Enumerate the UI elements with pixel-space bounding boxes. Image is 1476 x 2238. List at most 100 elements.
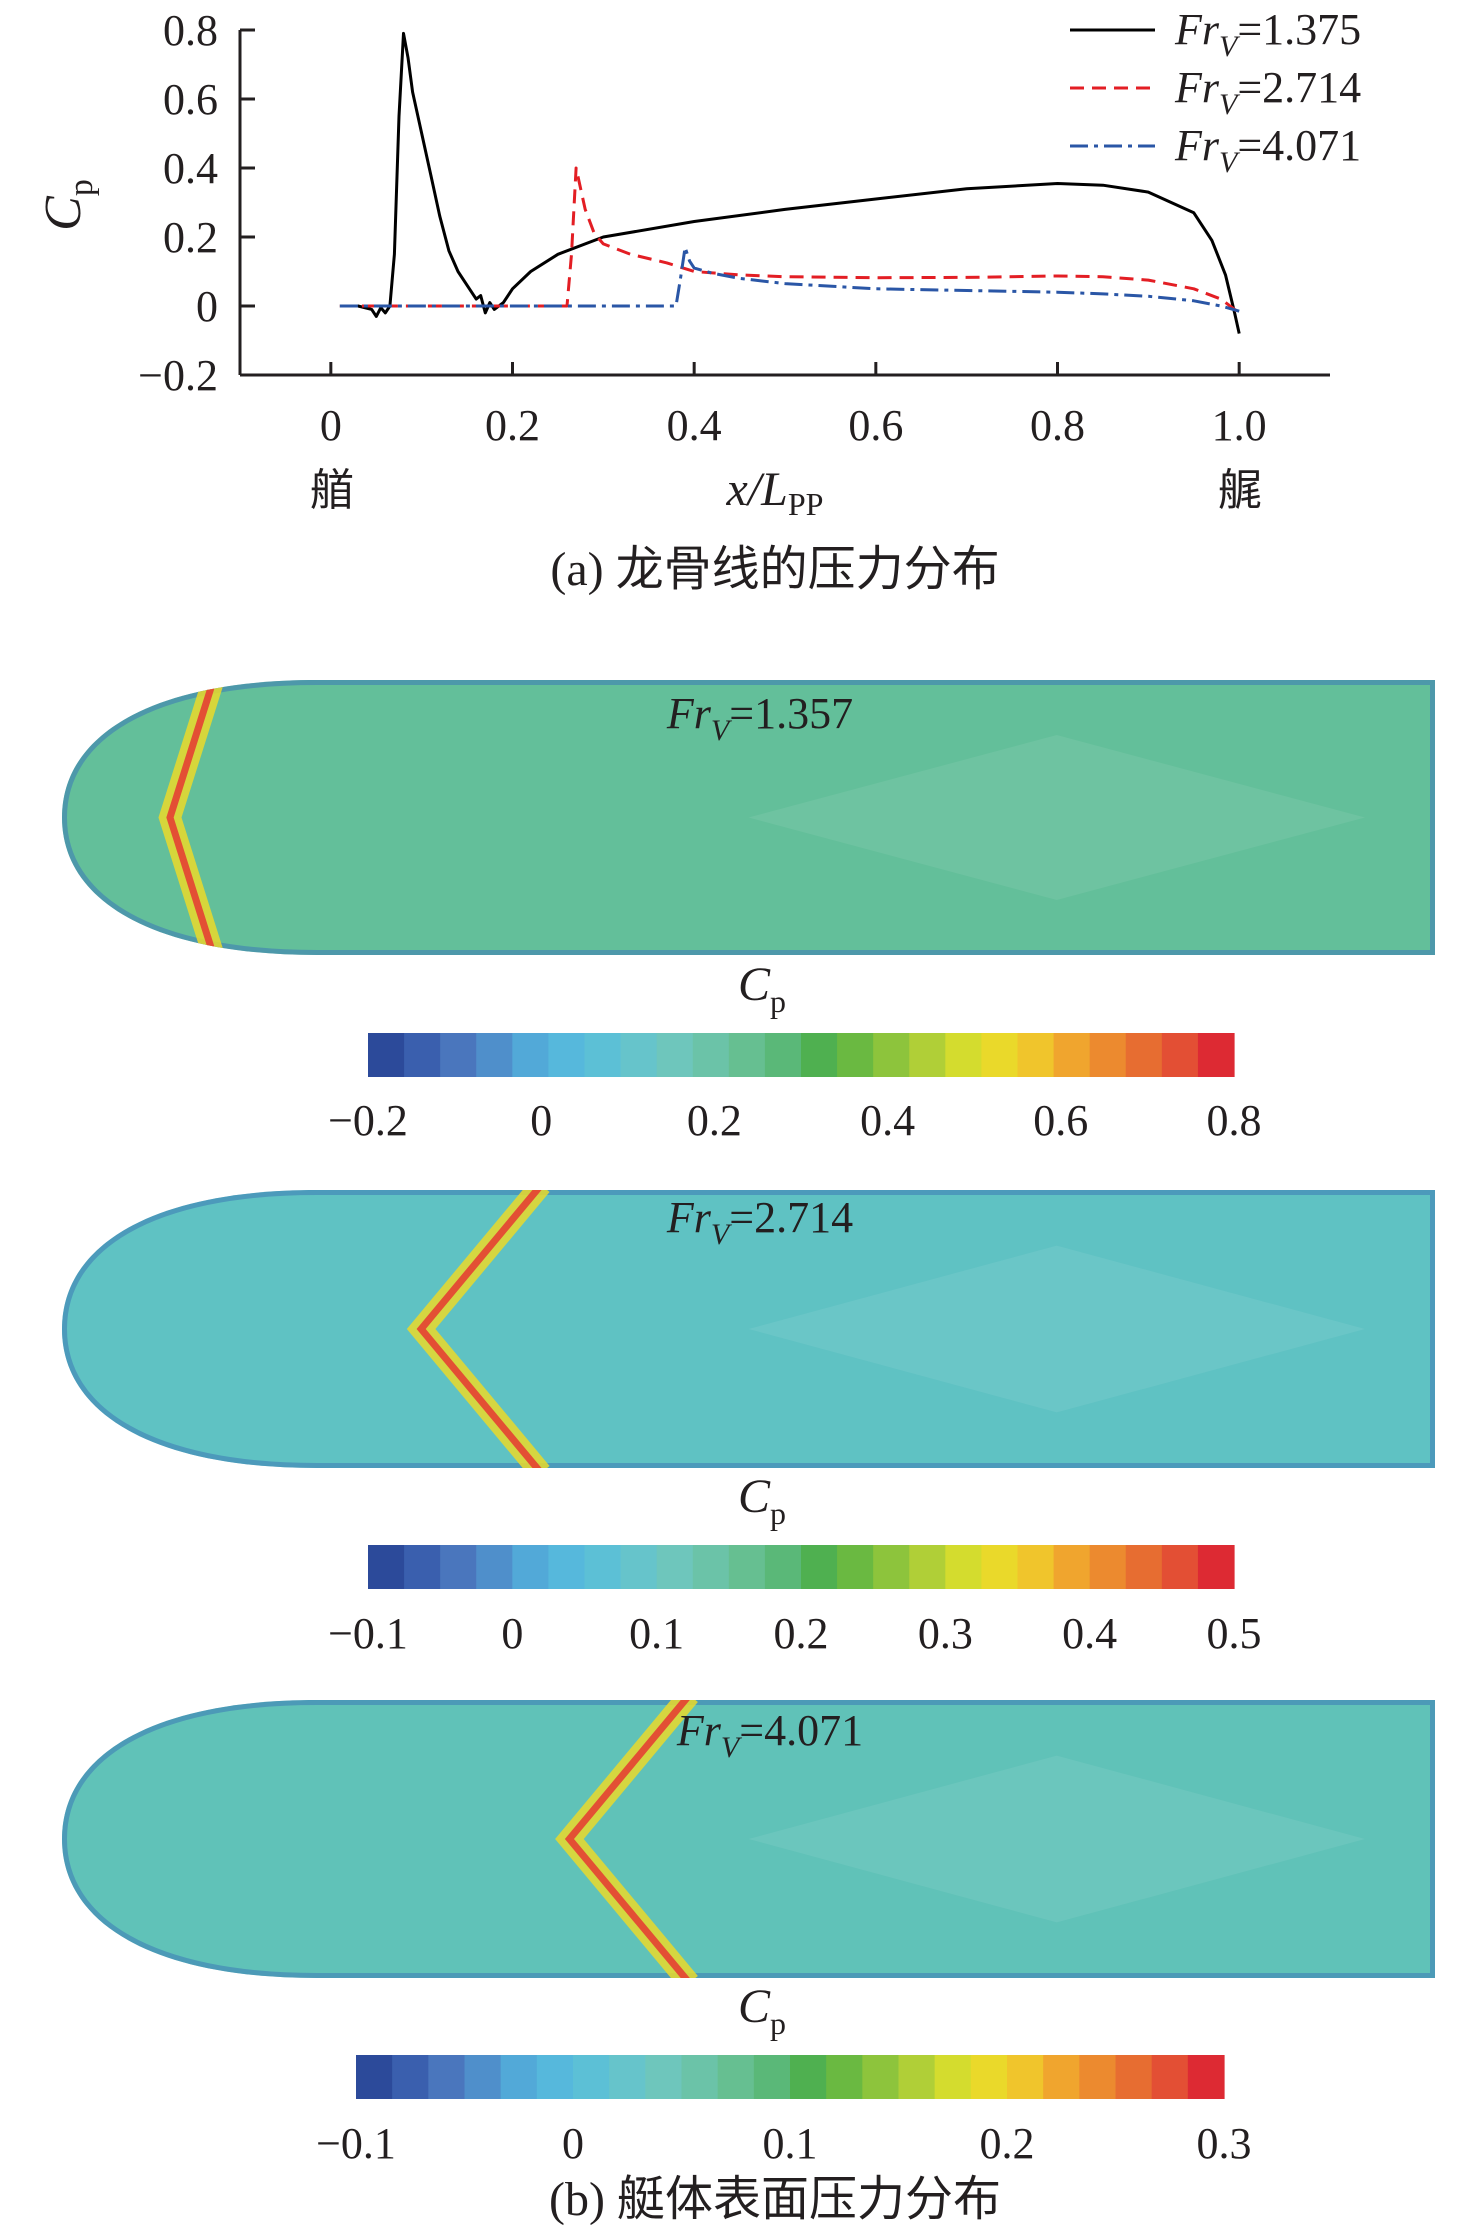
bow-label: 艏 bbox=[310, 466, 354, 515]
hull-edge bbox=[62, 680, 1435, 955]
colorbar-swatch bbox=[368, 1033, 405, 1077]
colorbar-tick-label: 0.3 bbox=[918, 1609, 973, 1658]
colorbar-swatch bbox=[934, 2055, 972, 2099]
colorbar-swatch bbox=[981, 1033, 1019, 1077]
colorbar-swatch bbox=[801, 1033, 838, 1077]
colorbar-swatch bbox=[392, 2055, 429, 2099]
colorbar-swatch bbox=[764, 1033, 802, 1077]
colorbar-swatch bbox=[945, 1545, 983, 1589]
colorbar-tick-label: 0.2 bbox=[980, 2119, 1035, 2168]
colorbar-swatch bbox=[1053, 1545, 1091, 1589]
colorbar-swatch bbox=[681, 2055, 719, 2099]
colorbar-title: Cp bbox=[738, 958, 786, 1019]
colorbar-swatch bbox=[464, 2055, 502, 2099]
contour-band bbox=[748, 1755, 1365, 1923]
colorbar-tick-label: 0.1 bbox=[629, 1609, 684, 1658]
colorbar-swatch bbox=[692, 1545, 730, 1589]
colorbar-tick-label: 0.2 bbox=[774, 1609, 829, 1658]
colorbar-swatch bbox=[1007, 2055, 1044, 2099]
series-line-4071 bbox=[339, 245, 1240, 313]
colorbar-swatch bbox=[898, 2055, 936, 2099]
stern-label: 艉 bbox=[1218, 466, 1262, 515]
colorbar-swatch bbox=[945, 1033, 983, 1077]
x-axis-label: x/LPP bbox=[726, 463, 824, 522]
colorbar-tick-label: 0 bbox=[530, 1096, 552, 1145]
colorbar-swatch bbox=[1115, 2055, 1153, 2099]
colorbar-swatch bbox=[428, 2055, 466, 2099]
colorbar-swatch bbox=[548, 1033, 586, 1077]
colorbar-swatch bbox=[1053, 1033, 1091, 1077]
colorbar-swatch bbox=[1017, 1545, 1055, 1589]
y-tick-label: 0.4 bbox=[163, 144, 218, 193]
contour-band bbox=[748, 735, 1365, 900]
colorbar-tick-label: 0 bbox=[501, 1609, 523, 1658]
caption-a: (a) 龙骨线的压力分布 bbox=[550, 543, 999, 596]
chart-legend: FrV=1.375 FrV=2.714 FrV=4.071 bbox=[1070, 5, 1361, 179]
colorbar-swatch bbox=[790, 2055, 827, 2099]
x-tick-label: 0.6 bbox=[848, 401, 903, 450]
keel-pressure-chart: 0.8 0.6 0.4 0.2 0 −0.2 0 0.2 0.4 0.6 0.8 1.0 Cp x/… bbox=[35, 5, 1361, 596]
colorbar-swatch bbox=[1161, 1545, 1199, 1589]
colorbar-swatch bbox=[1089, 1033, 1127, 1077]
colorbar-swatch bbox=[873, 1545, 910, 1589]
colorbar-swatch bbox=[404, 1545, 441, 1589]
colorbar-swatch bbox=[536, 2055, 574, 2099]
colorbar-swatch bbox=[764, 1545, 802, 1589]
colorbar-swatch bbox=[717, 2055, 755, 2099]
colorbar-swatch bbox=[476, 1033, 513, 1077]
x-tick-label: 1.0 bbox=[1212, 401, 1267, 450]
contour-band bbox=[748, 1245, 1365, 1413]
legend-entry: FrV=2.714 bbox=[1070, 63, 1361, 121]
colorbar-swatch bbox=[584, 1033, 622, 1077]
colorbar-swatch bbox=[753, 2055, 791, 2099]
colorbar: −0.1 0 0.1 0.2 0.3 bbox=[316, 2055, 1252, 2168]
colorbar-swatch bbox=[368, 1545, 405, 1589]
colorbar-swatch bbox=[728, 1033, 766, 1077]
legend-label-4071: FrV=4.071 bbox=[1174, 121, 1361, 179]
colorbar-tick-label: 0.4 bbox=[1062, 1609, 1117, 1658]
colorbar-swatch bbox=[826, 2055, 863, 2099]
hull-surface bbox=[62, 1190, 1435, 1468]
x-tick-label: 0.8 bbox=[1030, 401, 1085, 450]
colorbar-swatch bbox=[1125, 1545, 1163, 1589]
colorbar-swatch bbox=[1125, 1033, 1163, 1077]
panel-label: FrV=1.357 bbox=[666, 689, 853, 747]
y-tick-label: −0.2 bbox=[138, 351, 218, 400]
colorbar-swatch bbox=[1079, 2055, 1117, 2099]
colorbar-swatch bbox=[1089, 1545, 1127, 1589]
colorbar-swatch bbox=[909, 1545, 946, 1589]
hull-fill bbox=[62, 680, 1435, 955]
colorbar-swatch bbox=[656, 1033, 694, 1077]
colorbar-swatch bbox=[476, 1545, 513, 1589]
colorbar-swatch bbox=[500, 2055, 538, 2099]
colorbar-tick-label: 0.3 bbox=[1197, 2119, 1252, 2168]
colorbar-swatch bbox=[512, 1033, 550, 1077]
hull-edge bbox=[62, 1700, 1435, 1978]
colorbar-tick-label: −0.1 bbox=[316, 2119, 396, 2168]
colorbar-swatch bbox=[837, 1033, 874, 1077]
x-tick-label: 0.4 bbox=[667, 401, 722, 450]
legend-entry: FrV=1.375 bbox=[1070, 5, 1361, 63]
shock-wave-core bbox=[564, 1700, 693, 1978]
colorbar-tick-label: 0.8 bbox=[1207, 1096, 1262, 1145]
colorbar-swatch bbox=[728, 1545, 766, 1589]
hull-surface bbox=[62, 1700, 1435, 1978]
x-ticks: 0 0.2 0.4 0.6 0.8 1.0 bbox=[320, 362, 1267, 450]
colorbar-swatch bbox=[584, 1545, 622, 1589]
colorbar-tick-label: 0.4 bbox=[860, 1096, 915, 1145]
hull-contour-panel-1357: FrV=1.357 Cp −0.2 0 0.2 0.4 0.6 0.8 bbox=[62, 680, 1435, 1145]
series-line-1375 bbox=[339, 31, 1241, 334]
colorbar-swatch bbox=[1187, 2055, 1225, 2099]
panel-label: FrV=2.714 bbox=[666, 1193, 853, 1251]
shock-wave-core bbox=[416, 1190, 544, 1468]
colorbar-swatch bbox=[620, 1033, 658, 1077]
colorbar-tick-label: −0.2 bbox=[328, 1096, 408, 1145]
y-tick-label: 0 bbox=[196, 282, 218, 331]
shock-wave-core bbox=[166, 680, 219, 955]
colorbar-swatch bbox=[1043, 2055, 1080, 2099]
colorbar-swatch bbox=[656, 1545, 694, 1589]
hull-fill bbox=[62, 1700, 1435, 1978]
colorbar-swatch bbox=[440, 1545, 477, 1589]
colorbar-swatch bbox=[548, 1545, 586, 1589]
